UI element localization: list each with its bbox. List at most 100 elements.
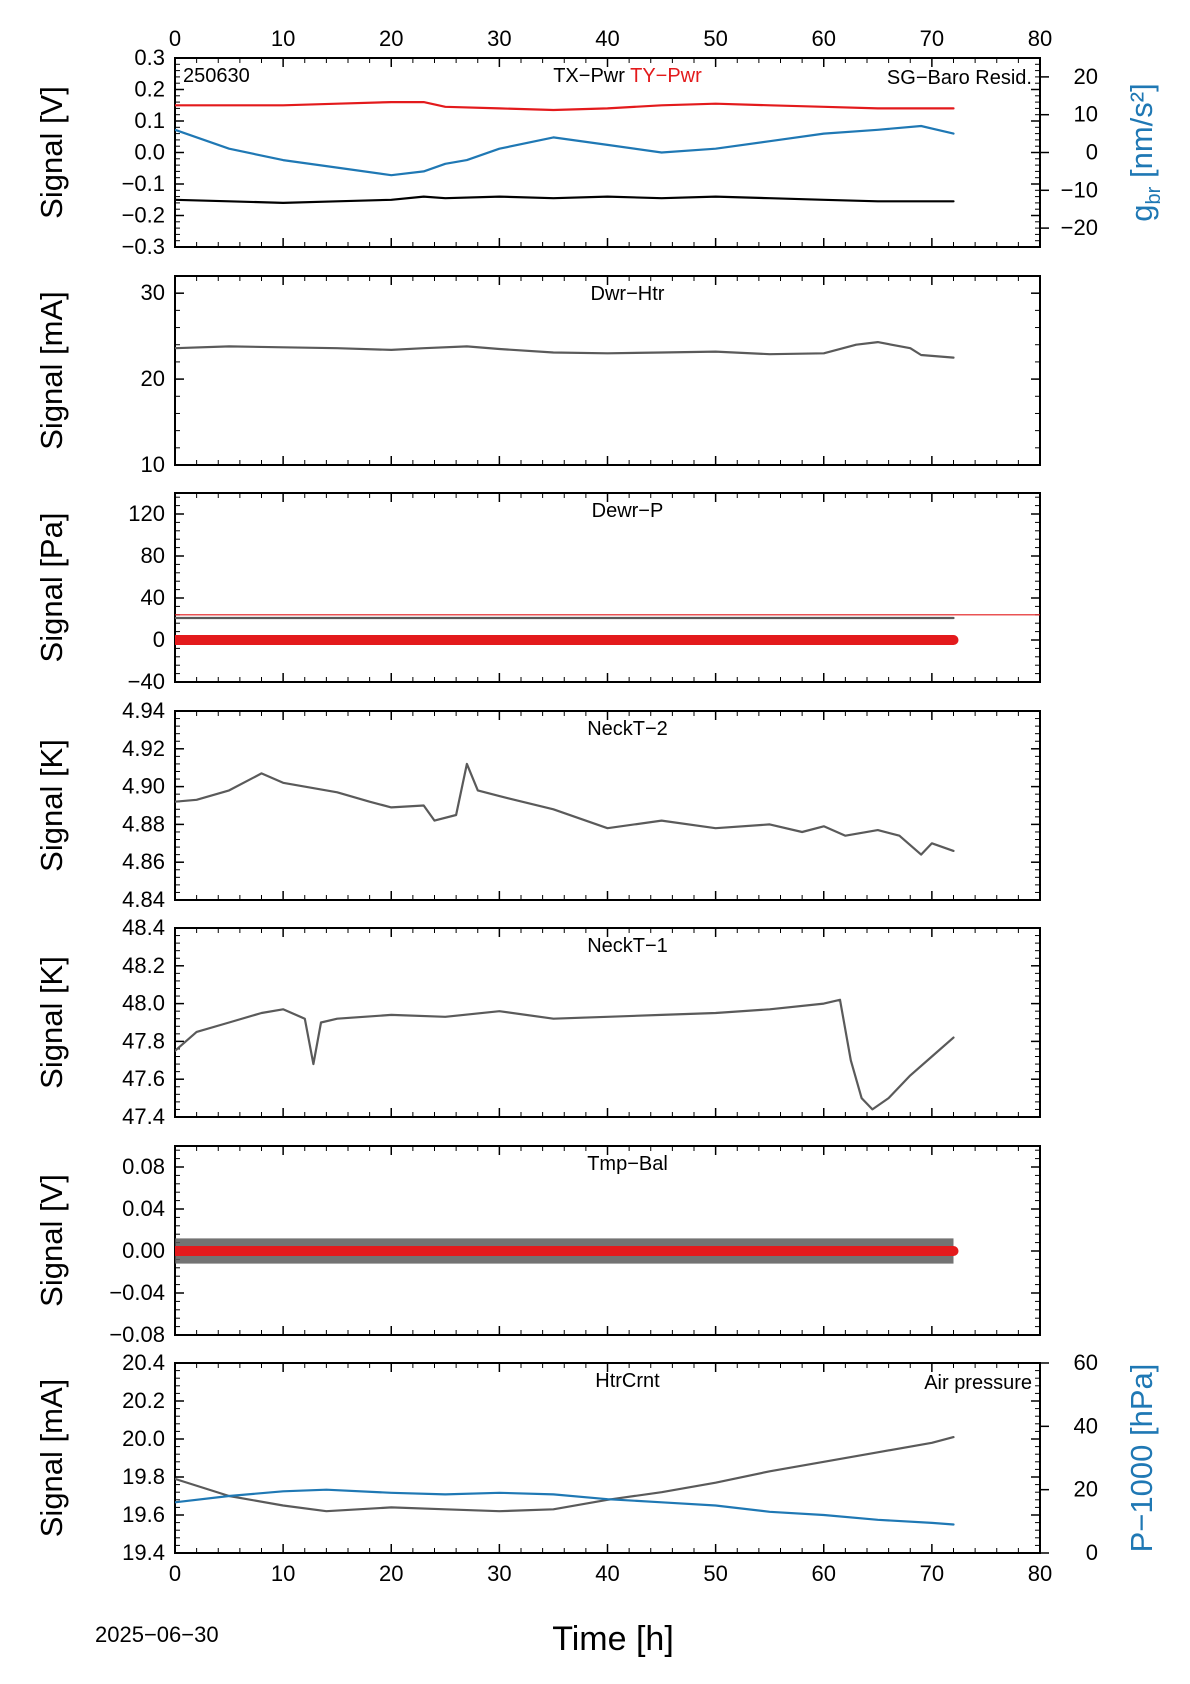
- series-line-0: [175, 1435, 955, 1513]
- panel-title: Dwr−Htr: [591, 283, 665, 305]
- y2-tick-label: −20: [1061, 215, 1098, 240]
- x-tick-label-bottom: 40: [595, 1561, 619, 1586]
- panel-title: HtrCrnt: [595, 1370, 660, 1392]
- y-axis-label: Signal [mA]: [34, 1379, 69, 1538]
- series-line-0: [175, 341, 955, 359]
- panel-title-part: NeckT−1: [587, 935, 668, 957]
- y2-label-unit: [nm/s²]: [1124, 83, 1159, 186]
- panel-p3: 120 80 40 0 −40 Signal [Pa] Dewr−P: [34, 492, 1041, 694]
- y-tick-label: 19.4: [122, 1540, 165, 1565]
- series-line-2: [175, 124, 955, 177]
- y-tick-label: 48.4: [122, 915, 165, 940]
- y-tick-label: −0.2: [122, 203, 165, 228]
- y-tick-label: 20.4: [122, 1350, 165, 1375]
- panel-right-title: SG−Baro Resid.: [887, 67, 1032, 89]
- y-axis-label: Signal [K]: [34, 739, 69, 872]
- y2-label-main: g: [1124, 204, 1159, 221]
- x-tick-label-bottom: 20: [379, 1561, 403, 1586]
- panel-code-label: 250630: [183, 65, 250, 87]
- panel-title: NeckT−2: [587, 718, 668, 740]
- y-tick-label: 30: [141, 280, 165, 305]
- y-tick-label: −40: [128, 669, 165, 694]
- y-tick-label: 47.8: [122, 1028, 165, 1053]
- x-tick-label-top: 60: [812, 26, 836, 51]
- x-tick-label-top: 70: [920, 26, 944, 51]
- y2-axis-label: gbr [nm/s²]: [1124, 83, 1165, 221]
- plot-area: [175, 341, 955, 359]
- y2-tick-label: 0: [1086, 140, 1098, 165]
- y-tick-label: 0.00: [122, 1238, 165, 1263]
- panel-title: TX−Pwr TY−Pwr: [553, 65, 702, 87]
- y2-label-main: P−1000 [hPa]: [1124, 1364, 1159, 1553]
- y-tick-label: 120: [128, 501, 165, 526]
- y-tick-label: 40: [141, 585, 165, 610]
- series-line-1: [175, 195, 955, 204]
- y-axis-label: Signal [mA]: [34, 291, 69, 450]
- y-tick-label: 0.2: [134, 77, 165, 102]
- y-tick-label: −0.08: [109, 1322, 165, 1347]
- x-tick-label-top: 40: [595, 26, 619, 51]
- y2-tick-label: 40: [1074, 1413, 1098, 1438]
- y-tick-label: 4.84: [122, 887, 165, 912]
- x-tick-label-top: 0: [169, 26, 181, 51]
- panel-p1: 0 10 20 30 40 50 60 70 80 0.3 0.2 0.1 0.0 −0.1 −0.2 −0.…: [34, 26, 1165, 259]
- plot-area: [175, 614, 1040, 645]
- x-tick-label-bottom: 30: [487, 1561, 511, 1586]
- y-tick-label: 20.2: [122, 1388, 165, 1413]
- y-tick-label: −0.3: [122, 234, 165, 259]
- x-tick-label-top: 30: [487, 26, 511, 51]
- panel-right-title: Air pressure: [924, 1372, 1032, 1394]
- y2-tick-label: 10: [1074, 102, 1098, 127]
- panel-title-part: NeckT−2: [587, 718, 668, 740]
- panel-title: Dewr−P: [592, 500, 664, 522]
- y-axis-label: Signal [V]: [34, 86, 69, 219]
- x-tick-label-top: 80: [1028, 26, 1052, 51]
- x-tick-label-top: 50: [703, 26, 727, 51]
- y-tick-label: 4.92: [122, 736, 165, 761]
- plot-area: [175, 998, 955, 1111]
- y-tick-label: 0.04: [122, 1196, 165, 1221]
- y2-tick-label: 20: [1074, 1477, 1098, 1502]
- y-tick-label: 10: [141, 452, 165, 477]
- series-line-0: [175, 762, 955, 856]
- y-tick-label: 0.3: [134, 45, 165, 70]
- y-tick-label: −0.04: [109, 1280, 165, 1305]
- y-tick-label: 20.0: [122, 1426, 165, 1451]
- y-tick-label: 47.6: [122, 1066, 165, 1091]
- y2-label-sub: br: [1143, 186, 1165, 204]
- y-tick-label: 80: [141, 543, 165, 568]
- panel-title-part: TY−Pwr: [625, 65, 702, 87]
- y-tick-label: 4.94: [122, 698, 165, 723]
- y-tick-label: 0.08: [122, 1154, 165, 1179]
- x-tick-label-top: 10: [271, 26, 295, 51]
- panel-title: Tmp−Bal: [587, 1153, 668, 1175]
- y-tick-label: 48.0: [122, 991, 165, 1016]
- date-label: 2025−06−30: [95, 1622, 219, 1647]
- panel-title-part: TX−Pwr: [553, 65, 625, 87]
- panel-p5: 48.4 48.2 48.0 47.8 47.6 47.4 Signal [K] NeckT−…: [34, 915, 1041, 1129]
- x-tick-label-bottom: 80: [1028, 1561, 1052, 1586]
- plot-area: [175, 1435, 955, 1526]
- x-tick-label-bottom: 50: [703, 1561, 727, 1586]
- y-tick-label: −0.1: [122, 171, 165, 196]
- x-tick-label-top: 20: [379, 26, 403, 51]
- y-tick-label: 4.90: [122, 774, 165, 799]
- x-tick-label-bottom: 70: [920, 1561, 944, 1586]
- panel-title-part: Tmp−Bal: [587, 1153, 668, 1175]
- panel-title-part: Dwr−Htr: [591, 283, 665, 305]
- x-tick-label-bottom: 0: [169, 1561, 181, 1586]
- series-line-0: [175, 100, 955, 112]
- y-tick-label: 4.88: [122, 811, 165, 836]
- y-tick-label: 0.0: [134, 140, 165, 165]
- series-line-0: [175, 998, 955, 1111]
- y-tick-label: 4.86: [122, 849, 165, 874]
- y-tick-label: 19.6: [122, 1502, 165, 1527]
- y2-tick-label: −10: [1061, 177, 1098, 202]
- series-line-1: [175, 1488, 955, 1526]
- y-tick-label: 48.2: [122, 953, 165, 978]
- plot-area: [175, 1238, 959, 1264]
- y-axis-label: Signal [Pa]: [34, 513, 69, 663]
- panel-p2: 30 20 10 Signal [mA] Dwr−Htr: [34, 275, 1041, 477]
- y-tick-label: 47.4: [122, 1104, 165, 1129]
